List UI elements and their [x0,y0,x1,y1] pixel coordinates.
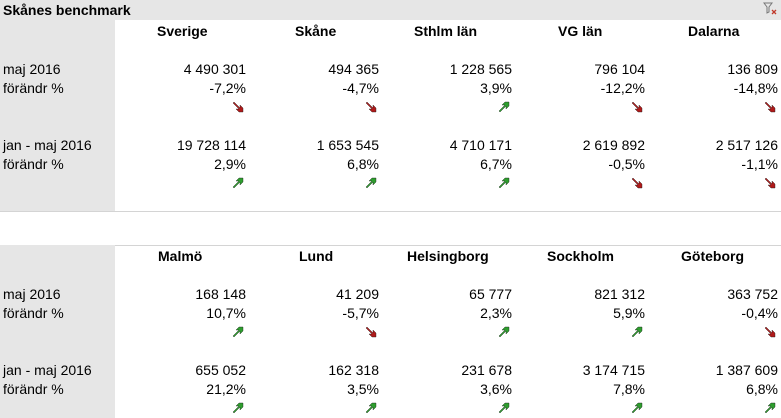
panel-title-text: Skånes benchmark [3,2,131,18]
period-label: jan - maj 2016 [3,137,92,153]
value-cell: 65 777 [469,286,512,302]
arrow-up-right-icon [630,401,644,415]
row-label-column [0,20,115,212]
arrow-down-right-icon [630,100,644,114]
arrow-up-right-icon [497,176,511,190]
value-cell: 494 365 [328,61,379,77]
change-cell: -7,2% [209,80,246,96]
value-cell: 1 653 545 [316,137,379,153]
value-cell: 41 209 [336,286,379,302]
arrow-down-right-icon [763,176,777,190]
change-cell: 7,8% [613,381,645,397]
change-cell: 2,9% [214,156,246,172]
column-header: Sockholm [547,248,614,264]
value-cell: 1 387 609 [715,362,778,378]
column-header: Lund [299,248,334,264]
change-label: förändr % [3,381,64,397]
clear-filter-icon[interactable] [763,2,777,16]
arrow-down-right-icon [364,100,378,114]
skane-benchmark-panel: Skånes benchmark Sverige Skåne Sthlm län VG… [0,0,781,212]
arrow-up-right-icon [364,401,378,415]
value-cell: 231 678 [461,362,512,378]
value-cell: 655 052 [195,362,246,378]
column-header: Göteborg [681,248,744,264]
period-label: maj 2016 [3,61,61,77]
change-cell: 3,9% [480,80,512,96]
city-benchmark-panel: Malmö Lund Helsingborg Sockholm Göteborg maj … [0,245,781,418]
arrow-up-right-icon [763,401,777,415]
arrow-down-right-icon [231,100,245,114]
change-cell: -14,8% [733,80,778,96]
arrow-up-right-icon [364,176,378,190]
column-header: Malmö [158,248,203,264]
divider [0,245,781,246]
value-cell: 363 752 [727,286,778,302]
arrow-down-right-icon [364,325,378,339]
change-cell: 21,2% [206,381,246,397]
column-header: Helsingborg [407,248,489,264]
change-cell: 6,7% [480,156,512,172]
arrow-up-right-icon [231,401,245,415]
value-cell: 162 318 [328,362,379,378]
panel-title: Skånes benchmark [0,0,781,20]
value-cell: 4 710 171 [449,137,512,153]
change-cell: -12,2% [600,80,645,96]
period-label: maj 2016 [3,286,61,302]
value-cell: 1 228 565 [449,61,512,77]
value-cell: 796 104 [594,61,645,77]
change-label: förändr % [3,305,64,321]
change-cell: 6,8% [746,381,778,397]
arrow-up-right-icon [497,100,511,114]
arrow-down-right-icon [763,325,777,339]
change-cell: 6,8% [347,156,379,172]
change-cell: -4,7% [342,80,379,96]
divider [0,211,781,212]
arrow-up-right-icon [231,325,245,339]
arrow-up-right-icon [497,325,511,339]
arrow-up-right-icon [231,176,245,190]
value-cell: 3 174 715 [582,362,645,378]
change-cell: -1,1% [741,156,778,172]
arrow-up-right-icon [497,401,511,415]
column-header: Sverige [157,23,208,39]
value-cell: 19 728 114 [176,137,246,153]
change-cell: 10,7% [206,305,246,321]
arrow-up-right-icon [630,325,644,339]
arrow-down-right-icon [763,100,777,114]
change-label: förändr % [3,156,64,172]
change-cell: -5,7% [342,305,379,321]
column-header: Sthlm län [414,23,478,39]
change-cell: -0,5% [608,156,645,172]
value-cell: 2 619 892 [582,137,645,153]
value-cell: 4 490 301 [183,61,246,77]
column-header: Skåne [295,23,337,39]
change-cell: -0,4% [741,305,778,321]
period-label: jan - maj 2016 [3,362,92,378]
column-header: Dalarna [688,23,740,39]
change-label: förändr % [3,80,64,96]
row-label-column [0,245,115,418]
arrow-down-right-icon [630,176,644,190]
change-cell: 2,3% [480,305,512,321]
value-cell: 136 809 [727,61,778,77]
change-cell: 5,9% [613,305,645,321]
column-header: VG län [558,23,603,39]
value-cell: 2 517 126 [715,137,778,153]
change-cell: 3,6% [480,381,512,397]
value-cell: 821 312 [594,286,645,302]
value-cell: 168 148 [195,286,246,302]
change-cell: 3,5% [347,381,379,397]
